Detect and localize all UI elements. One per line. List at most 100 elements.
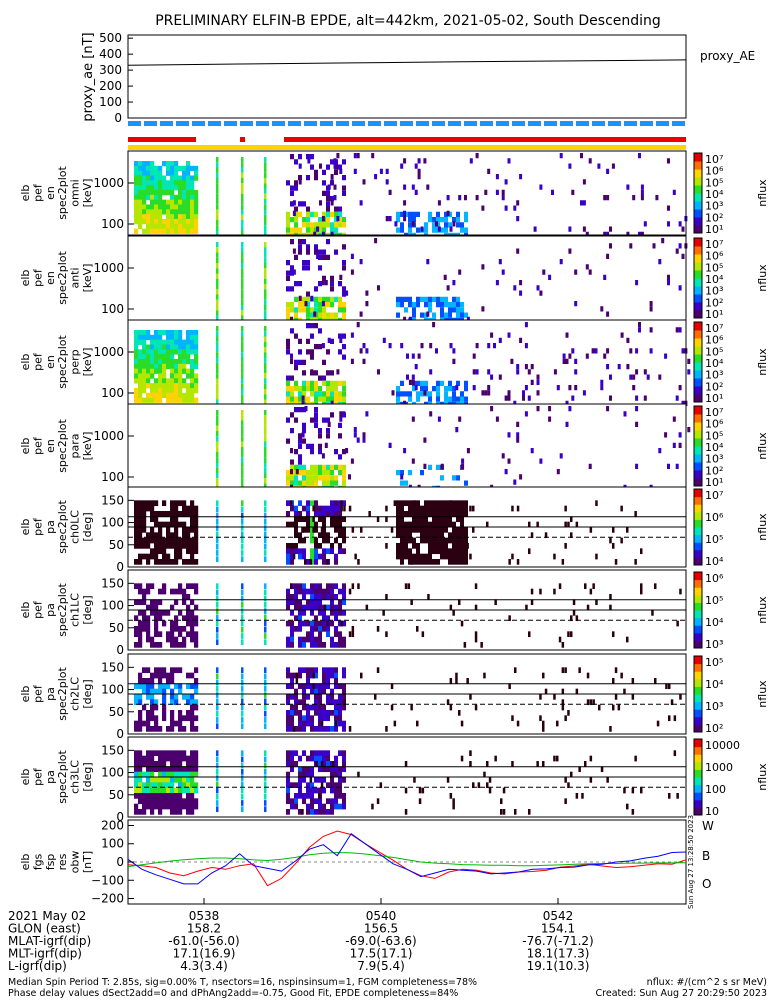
pitch-spike <box>264 633 267 639</box>
pitch-cell <box>302 683 306 690</box>
energy-colorbar-2-tick: 10² <box>705 296 723 309</box>
pitch-cell <box>146 588 151 595</box>
pitch-cell <box>170 771 175 778</box>
spectrogram-cell <box>681 253 685 259</box>
spectrogram-cell <box>330 464 334 470</box>
spectrogram-cell <box>452 280 456 286</box>
spectrogram-cell <box>396 396 400 402</box>
spectrogram-cell <box>134 209 139 215</box>
spectrogram-spike <box>216 199 219 205</box>
pitch-cell <box>322 710 326 716</box>
pitch-cell <box>314 559 318 565</box>
pitch-spike <box>216 512 219 519</box>
spectrogram-cell <box>519 280 523 286</box>
energy-colorbar-1-color-step <box>694 165 702 168</box>
spectrogram-cell <box>342 312 346 318</box>
pitch-panel-2-ylabel-line: [deg] <box>81 595 94 624</box>
pitch-spike <box>241 556 244 563</box>
spectrogram-cell <box>154 392 159 399</box>
pitch-cell <box>146 667 151 674</box>
spectrogram-spike <box>264 209 267 215</box>
spectrogram-cell <box>182 223 187 230</box>
spectrogram-cell <box>629 348 633 354</box>
spectrogram-cell <box>142 194 147 201</box>
pitch-cell <box>330 511 334 517</box>
pitch-cell <box>330 505 334 512</box>
pitch-cell <box>162 766 167 773</box>
pitch-spike <box>216 543 219 550</box>
spectrogram-cell <box>134 349 139 355</box>
pitch-spike <box>241 679 244 686</box>
pitch-cell <box>357 559 360 565</box>
energy-colorbar-1-color-step <box>694 217 702 220</box>
spectrogram-cell <box>456 217 460 223</box>
spectrogram-cell <box>146 214 151 220</box>
spectrogram-cell <box>400 380 404 386</box>
pitch-tick-label: 100 <box>101 516 124 530</box>
spectrogram-cell <box>142 170 147 176</box>
pitch-cell <box>460 505 464 512</box>
spectrogram-spike <box>241 473 244 479</box>
spectrogram-cell <box>150 349 155 355</box>
spectrogram-cell <box>687 369 691 375</box>
pitch-cell <box>290 720 294 727</box>
spectrogram-cell <box>174 349 179 355</box>
spectrogram-cell <box>316 253 320 259</box>
pitch-cell <box>424 532 428 539</box>
pitch-cell <box>338 521 342 528</box>
spectrogram-cell <box>295 469 299 475</box>
pitch-colorbar-2-color-step <box>694 642 702 645</box>
pitch-cell <box>528 809 531 815</box>
spectrogram-spike <box>216 162 219 168</box>
pitch-cell <box>330 636 334 643</box>
spectrogram-cell <box>406 353 409 359</box>
pitch-cell <box>365 604 369 611</box>
pitch-cell <box>342 588 346 595</box>
pitch-cell <box>572 610 576 616</box>
pitch-cell <box>342 761 346 767</box>
pitch-cell <box>322 715 326 722</box>
energy-colorbar-3-color-step <box>694 382 702 385</box>
spectrogram-cell <box>322 180 326 186</box>
pitch-cell <box>138 559 143 565</box>
pitch-cell <box>400 537 404 544</box>
spectrogram-cell <box>306 206 310 212</box>
spectrogram-cell <box>424 296 428 302</box>
pitch-cell <box>154 559 159 565</box>
spectrogram-cell <box>290 328 294 334</box>
spectrogram-spike <box>241 357 244 363</box>
pitch-cell <box>134 543 139 549</box>
pitch-cell <box>158 798 163 805</box>
pitch-cell <box>432 527 436 533</box>
pitch-cell <box>334 527 338 533</box>
pitch-cell <box>190 803 195 810</box>
pitch-cell <box>142 761 147 767</box>
spectrogram-cell <box>484 390 488 396</box>
pitch-cell <box>463 642 467 648</box>
spectrogram-cell <box>461 463 465 469</box>
pitch-cell <box>182 787 187 794</box>
spectrogram-cell <box>396 302 400 308</box>
spectrogram-cell <box>186 209 191 215</box>
pitch-cell <box>286 500 290 507</box>
pitch-cell <box>575 521 579 528</box>
spectrogram-cell <box>322 359 326 365</box>
pitch-tick-label: 50 <box>109 788 124 802</box>
pitch-cell <box>186 766 191 773</box>
spectrogram-cell <box>286 470 290 476</box>
spectrogram-cell <box>298 459 302 465</box>
spectrogram-cell <box>574 385 578 391</box>
pitch-cell <box>290 761 294 767</box>
pitch-cell <box>146 636 151 643</box>
pitch-cell <box>448 511 452 517</box>
spectrogram-cell <box>571 348 575 354</box>
spectrogram-cell <box>314 386 318 392</box>
pitch-cell <box>194 588 199 595</box>
energy-colorbar-3-tick: 10⁵ <box>705 345 723 358</box>
pitch-cell <box>178 777 183 783</box>
spectrogram-cell <box>134 218 139 225</box>
pitch-cell <box>154 777 159 783</box>
pitch-cell <box>150 782 155 789</box>
spectrogram-cell <box>146 344 151 350</box>
